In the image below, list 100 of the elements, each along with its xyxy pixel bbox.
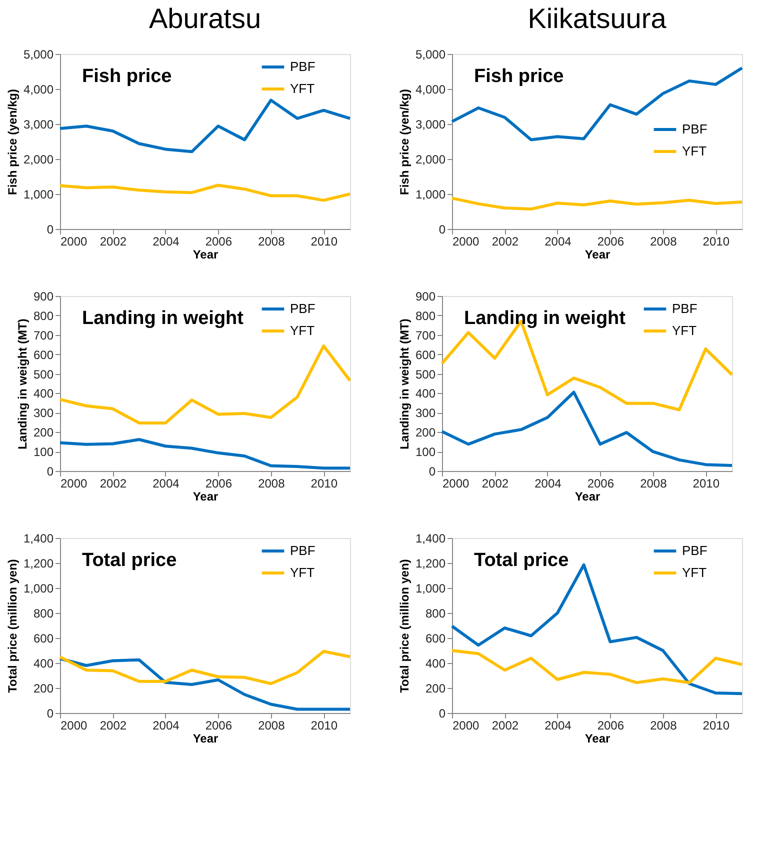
y-tick-label: 400 bbox=[415, 386, 436, 401]
y-tick-label: 0 bbox=[428, 464, 436, 478]
y-tick-label: 0 bbox=[46, 706, 54, 720]
y-tick-label: 200 bbox=[425, 682, 446, 696]
x-axis-title: Year bbox=[584, 732, 611, 746]
chart-title: Aburatsu bbox=[148, 3, 262, 34]
x-tick-label: 2010 bbox=[692, 476, 720, 490]
y-tick-label: 400 bbox=[33, 656, 54, 670]
y-tick-label: 100 bbox=[33, 445, 54, 460]
x-tick-label: 2008 bbox=[258, 234, 286, 248]
legend-label: PBF bbox=[672, 301, 698, 316]
y-axis-title: Total price (million yen) bbox=[397, 559, 412, 693]
y-tick-label: 600 bbox=[425, 632, 446, 646]
y-tick-label: 400 bbox=[33, 386, 54, 401]
y-axis-title: Fish price (yen/kg) bbox=[5, 88, 20, 196]
legend-label: YFT bbox=[672, 323, 697, 338]
legend-label: PBF bbox=[290, 301, 316, 316]
legend-label: YFT bbox=[682, 144, 707, 158]
annotation: Landing in weight bbox=[82, 308, 244, 329]
x-tick-label: 2000 bbox=[452, 234, 480, 248]
y-tick-label: 600 bbox=[415, 348, 436, 362]
x-tick-label: 2010 bbox=[702, 234, 730, 248]
x-tick-label: 2002 bbox=[492, 718, 519, 732]
y-tick-label: 600 bbox=[33, 348, 54, 362]
y-tick-label: 100 bbox=[415, 445, 436, 460]
x-tick-label: 2004 bbox=[544, 234, 572, 248]
y-tick-label: 4,000 bbox=[415, 82, 446, 96]
x-tick-label: 2004 bbox=[544, 718, 572, 732]
y-tick-label: 4,000 bbox=[23, 82, 54, 96]
line-series bbox=[450, 649, 744, 684]
y-tick-label: 500 bbox=[415, 367, 436, 382]
y-tick-label: 3,000 bbox=[415, 118, 446, 132]
y-tick-label: 0 bbox=[46, 464, 54, 478]
y-tick-label: 1,000 bbox=[23, 582, 54, 596]
x-tick-label: 2006 bbox=[205, 476, 232, 490]
x-tick-label: 2000 bbox=[442, 476, 470, 490]
legend-label: PBF bbox=[290, 59, 316, 74]
y-axis-title: Total price (million yen) bbox=[5, 559, 20, 693]
x-tick-label: 2010 bbox=[702, 718, 730, 732]
x-tick-label: 2004 bbox=[152, 718, 180, 732]
annotation: Fish price bbox=[474, 66, 564, 87]
x-axis-title: Year bbox=[192, 490, 219, 504]
y-tick-label: 500 bbox=[33, 367, 54, 382]
x-tick-label: 2004 bbox=[152, 476, 180, 490]
annotation: Fish price bbox=[82, 66, 172, 87]
y-tick-label: 800 bbox=[425, 606, 446, 620]
legend-label: PBF bbox=[290, 543, 316, 558]
y-tick-label: 200 bbox=[415, 426, 436, 440]
x-tick-label: 2010 bbox=[310, 476, 338, 490]
x-tick-label: 2010 bbox=[310, 234, 338, 248]
y-tick-label: 300 bbox=[33, 406, 54, 420]
y-tick-label: 2,000 bbox=[23, 152, 54, 166]
y-tick-label: 0 bbox=[438, 222, 446, 236]
x-tick-label: 2006 bbox=[205, 718, 232, 732]
y-tick-label: 800 bbox=[33, 606, 54, 620]
x-tick-label: 2004 bbox=[152, 234, 180, 248]
y-tick-label: 1,400 bbox=[23, 532, 54, 546]
y-tick-label: 800 bbox=[33, 308, 54, 323]
y-tick-label: 1,000 bbox=[415, 582, 446, 596]
x-tick-label: 2006 bbox=[597, 234, 624, 248]
x-tick-label: 2002 bbox=[492, 234, 519, 248]
y-axis-title: Landing in weight (MT) bbox=[397, 318, 412, 450]
y-tick-label: 300 bbox=[415, 406, 436, 420]
y-tick-label: 800 bbox=[415, 308, 436, 323]
y-tick-label: 700 bbox=[33, 328, 54, 342]
x-tick-label: 2006 bbox=[587, 476, 614, 490]
y-tick-label: 900 bbox=[415, 290, 436, 304]
line-series bbox=[58, 657, 352, 711]
line-series bbox=[58, 184, 352, 202]
line-series bbox=[58, 650, 352, 686]
legend-label: PBF bbox=[682, 543, 708, 558]
y-tick-label: 5,000 bbox=[415, 48, 446, 62]
y-tick-label: 0 bbox=[46, 222, 54, 236]
y-tick-label: 900 bbox=[33, 290, 54, 304]
chart-title: Kiikatsuura bbox=[528, 3, 667, 34]
y-tick-label: 1,000 bbox=[23, 188, 54, 202]
x-tick-label: 2000 bbox=[60, 718, 88, 732]
legend-label: YFT bbox=[290, 323, 315, 338]
x-tick-label: 2008 bbox=[650, 234, 678, 248]
y-tick-label: 0 bbox=[438, 706, 446, 720]
x-tick-label: 2008 bbox=[650, 718, 678, 732]
x-axis-title: Year bbox=[192, 732, 219, 746]
legend-label: YFT bbox=[682, 565, 707, 580]
y-tick-label: 400 bbox=[425, 656, 446, 670]
x-tick-label: 2008 bbox=[258, 476, 286, 490]
x-tick-label: 2010 bbox=[310, 718, 338, 732]
y-tick-label: 1,400 bbox=[415, 532, 446, 546]
x-tick-label: 2002 bbox=[100, 234, 127, 248]
x-axis-title: Year bbox=[192, 248, 219, 262]
legend-label: PBF bbox=[682, 122, 708, 136]
line-series bbox=[450, 196, 744, 211]
x-tick-label: 2000 bbox=[452, 718, 480, 732]
x-tick-label: 2002 bbox=[482, 476, 509, 490]
x-tick-label: 2000 bbox=[60, 234, 88, 248]
x-tick-label: 2006 bbox=[205, 234, 232, 248]
x-axis-title: Year bbox=[574, 490, 601, 504]
line-series bbox=[58, 344, 352, 424]
annotation: Landing in weight bbox=[464, 308, 626, 329]
y-tick-label: 600 bbox=[33, 632, 54, 646]
y-tick-label: 1,200 bbox=[23, 556, 54, 570]
